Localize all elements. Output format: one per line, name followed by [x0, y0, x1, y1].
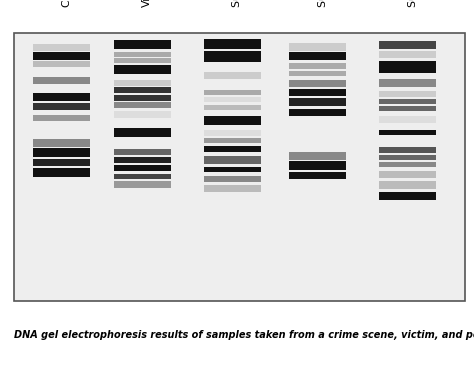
Bar	[204, 72, 261, 79]
Bar	[289, 109, 346, 116]
Bar	[204, 116, 261, 125]
Bar	[289, 98, 346, 106]
Bar	[33, 52, 90, 60]
Bar	[114, 40, 171, 49]
Bar	[33, 103, 90, 110]
Bar	[379, 99, 436, 104]
Bar	[114, 157, 171, 163]
Bar	[114, 52, 171, 57]
Bar	[33, 77, 90, 84]
Bar	[379, 130, 436, 135]
Bar	[289, 161, 346, 170]
Bar	[379, 106, 436, 111]
Bar	[379, 41, 436, 49]
Bar	[379, 61, 436, 73]
Bar	[114, 111, 171, 118]
Bar	[114, 165, 171, 171]
Text: Crime Scene: Crime Scene	[62, 0, 72, 7]
Bar	[204, 105, 261, 110]
Bar	[379, 116, 436, 123]
Bar	[379, 79, 436, 87]
Bar	[204, 51, 261, 62]
Bar	[114, 102, 171, 108]
Bar	[33, 93, 90, 101]
Bar	[33, 44, 90, 51]
Bar	[289, 89, 346, 96]
Bar	[204, 176, 261, 182]
Bar	[33, 168, 90, 177]
Bar	[379, 181, 436, 189]
Bar	[289, 63, 346, 69]
Bar	[379, 51, 436, 58]
Text: Suspect 2: Suspect 2	[318, 0, 328, 7]
Bar	[204, 40, 261, 49]
Bar	[114, 128, 171, 137]
Bar	[14, 33, 465, 301]
Bar	[289, 71, 346, 76]
Bar	[33, 139, 90, 147]
Bar	[114, 149, 171, 155]
Bar	[114, 80, 171, 86]
Bar	[204, 185, 261, 192]
Bar	[204, 146, 261, 152]
Bar	[204, 97, 261, 102]
Bar	[114, 58, 171, 63]
Bar	[289, 80, 346, 87]
Bar	[33, 62, 90, 67]
Bar	[289, 172, 346, 179]
Bar	[33, 115, 90, 121]
Bar	[204, 90, 261, 95]
Bar	[204, 138, 261, 143]
Bar	[379, 171, 436, 178]
Bar	[379, 162, 436, 167]
Text: Suspect 3: Suspect 3	[408, 0, 418, 7]
Bar	[114, 87, 171, 93]
Bar	[114, 95, 171, 101]
Bar	[114, 181, 171, 188]
Bar	[289, 152, 346, 160]
Text: DNA gel electrophoresis results of samples taken from a crime scene, victim, and: DNA gel electrophoresis results of sampl…	[14, 330, 474, 340]
Bar	[114, 174, 171, 179]
Bar	[289, 43, 346, 51]
Bar	[114, 65, 171, 74]
Bar	[379, 155, 436, 160]
Bar	[33, 159, 90, 166]
Bar	[289, 52, 346, 60]
Bar	[379, 192, 436, 200]
Bar	[204, 130, 261, 136]
Bar	[379, 91, 436, 97]
Text: Victim: Victim	[142, 0, 152, 7]
Bar	[204, 167, 261, 172]
Bar	[204, 156, 261, 164]
Bar	[379, 147, 436, 153]
Text: Suspect 1: Suspect 1	[232, 0, 242, 7]
Bar	[33, 148, 90, 157]
